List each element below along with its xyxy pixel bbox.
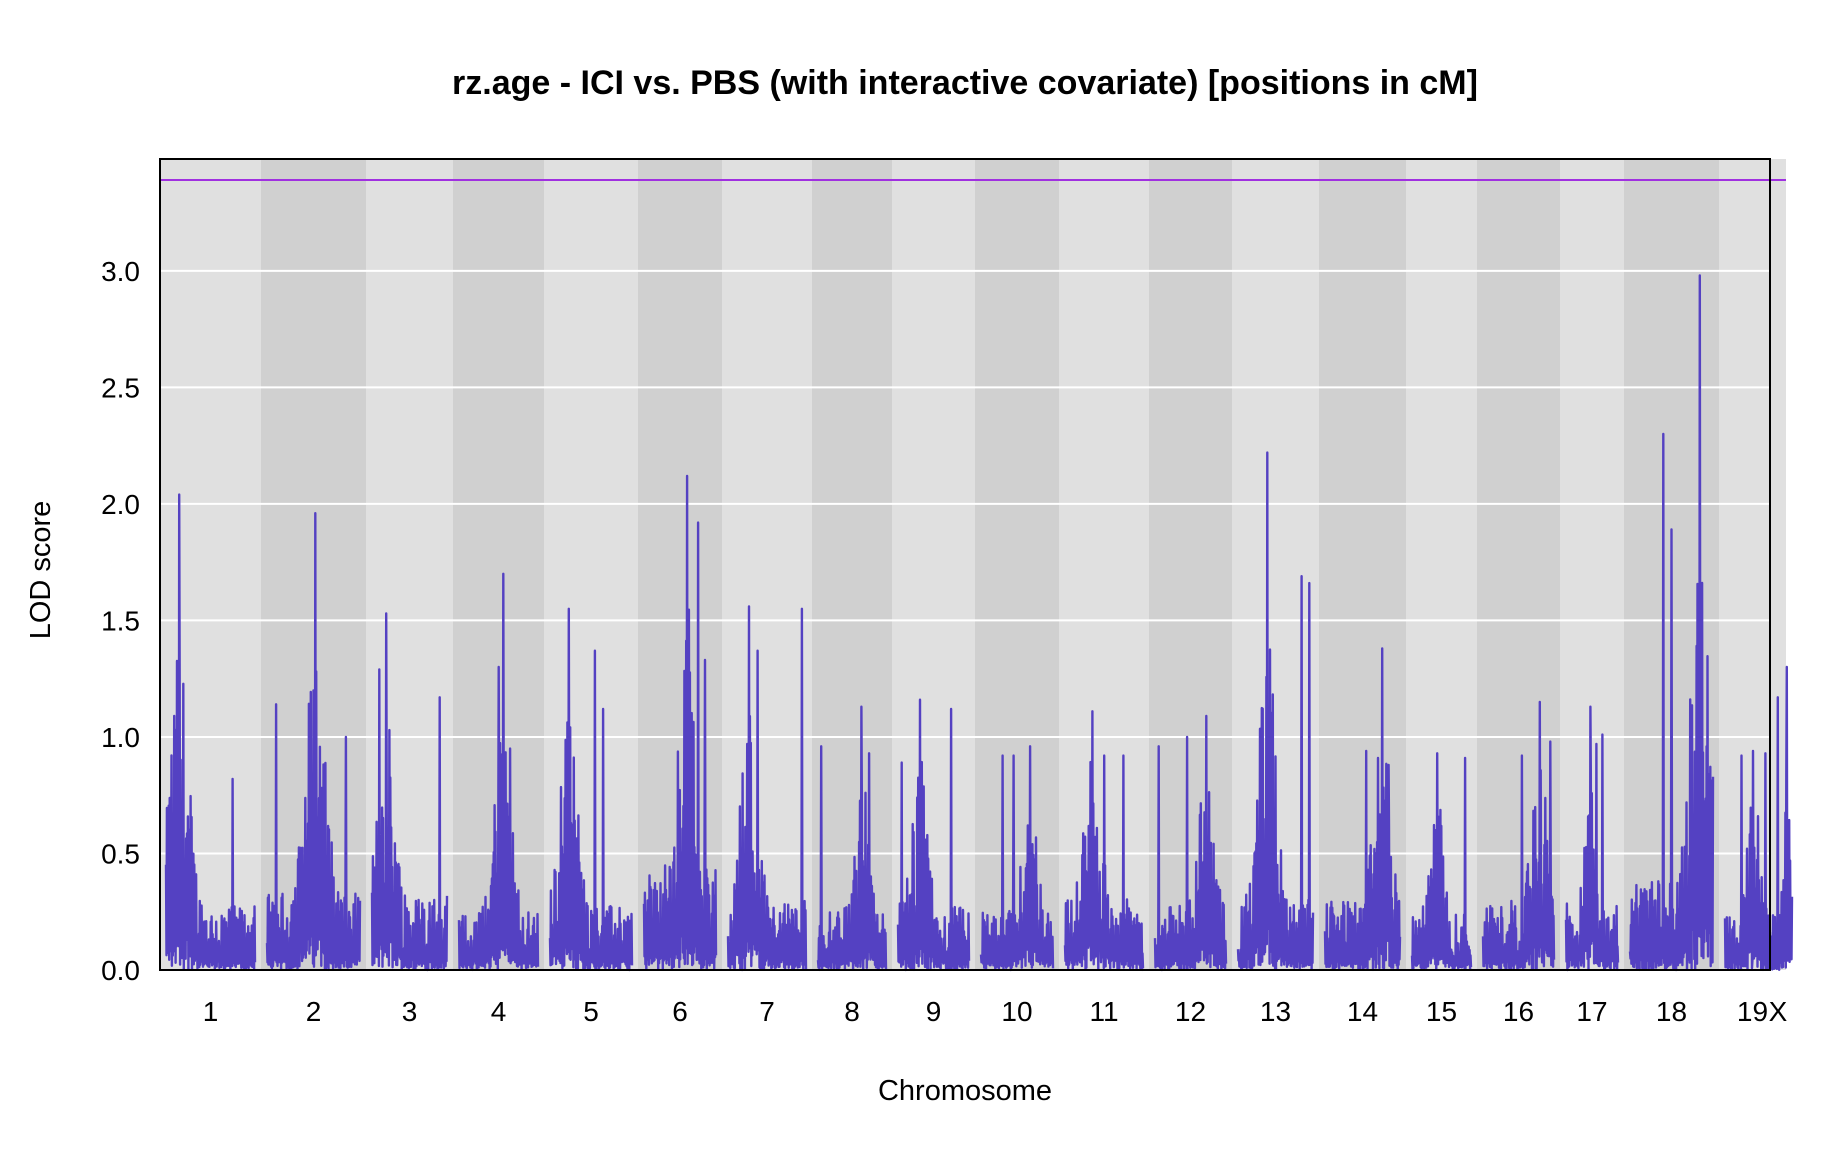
lod-trace-chr-11: [1063, 710, 1145, 972]
lod-trace-chr-7: [726, 605, 808, 972]
x-tick-label-chr-18: 18: [1656, 996, 1687, 1027]
y-axis-ticks: 0.0 0.5 1.0 1.5 2.0 2.5 3.0: [101, 256, 140, 986]
band-chr-9: [892, 159, 975, 970]
lod-trace-chr-9: [896, 698, 971, 972]
lod-trace-chr-15: [1410, 752, 1473, 971]
x-tick-label-chr-13: 13: [1260, 996, 1291, 1027]
x-tick-label-chr-4: 4: [491, 996, 507, 1027]
lod-trace-chr-2: [265, 512, 362, 972]
y-tick-label: 2.0: [101, 489, 140, 520]
lod-trace-chr-6: [642, 474, 718, 971]
x-axis-ticks: 1 2 3 4 5 6 7 8 9 10 11 12 13 14 15 16 17 18 19 X: [203, 996, 1788, 1027]
x-tick-label-chr-1: 1: [203, 996, 219, 1027]
band-chr-8: [812, 159, 892, 970]
x-tick-label-chr-17: 17: [1576, 996, 1607, 1027]
lod-trace-chr-16: [1481, 700, 1556, 971]
lod-trace-chr-18: [1628, 274, 1715, 972]
plot-frame: [159, 158, 1771, 971]
lod-trace-chr-5: [548, 607, 634, 972]
band-chr-7: [722, 159, 812, 970]
x-tick-label-chr-8: 8: [844, 996, 860, 1027]
x-tick-label-chr-11: 11: [1089, 996, 1118, 1027]
lod-trace-chr-12: [1153, 714, 1228, 972]
x-tick-label-chr-3: 3: [402, 996, 418, 1027]
y-tick-label: 0.5: [101, 838, 140, 869]
x-tick-label-chr-16: 16: [1503, 996, 1534, 1027]
lod-traces: [164, 274, 1794, 972]
band-chr-5: [544, 159, 638, 970]
lod-trace-chr-13: [1236, 451, 1315, 971]
lod-trace-chr-1: [164, 493, 257, 971]
lod-trace-chr-10: [979, 745, 1055, 972]
band-chr-10: [975, 159, 1059, 970]
lod-trace-chr-14: [1323, 647, 1402, 972]
y-tick-label: 1.5: [101, 605, 140, 636]
band-chr-14: [1319, 159, 1406, 970]
x-tick-label-chr-5: 5: [583, 996, 599, 1027]
y-tick-label: 1.0: [101, 722, 140, 753]
x-tick-label-chr-15: 15: [1426, 996, 1457, 1027]
lod-trace-chr-8: [816, 705, 888, 972]
lod-trace-chr-3: [370, 612, 449, 972]
x-tick-label-chr-7: 7: [759, 996, 775, 1027]
x-tick-label-chr-9: 9: [926, 996, 942, 1027]
x-tick-label-chr-X: X: [1769, 996, 1788, 1027]
x-axis-label: Chromosome: [878, 1075, 1052, 1107]
y-tick-label: 0.0: [101, 955, 140, 986]
x-tick-label-chr-6: 6: [672, 996, 688, 1027]
x-tick-label-chr-19: 19: [1737, 996, 1768, 1027]
lod-trace-chr-X: [1762, 665, 1794, 971]
y-tick-label: 2.5: [101, 372, 140, 403]
y-tick-label: 3.0: [101, 256, 140, 287]
y-axis-label: LOD score: [25, 501, 57, 640]
x-tick-label-chr-12: 12: [1175, 996, 1206, 1027]
x-tick-label-chr-2: 2: [306, 996, 322, 1027]
x-tick-label-chr-10: 10: [1001, 996, 1032, 1027]
lod-trace-chr-17: [1564, 705, 1620, 972]
chart-title: rz.age - ICI vs. PBS (with interactive c…: [452, 64, 1478, 102]
band-chr-12: [1149, 159, 1232, 970]
x-tick-label-chr-14: 14: [1347, 996, 1378, 1027]
lod-trace-chr-4: [457, 572, 540, 972]
